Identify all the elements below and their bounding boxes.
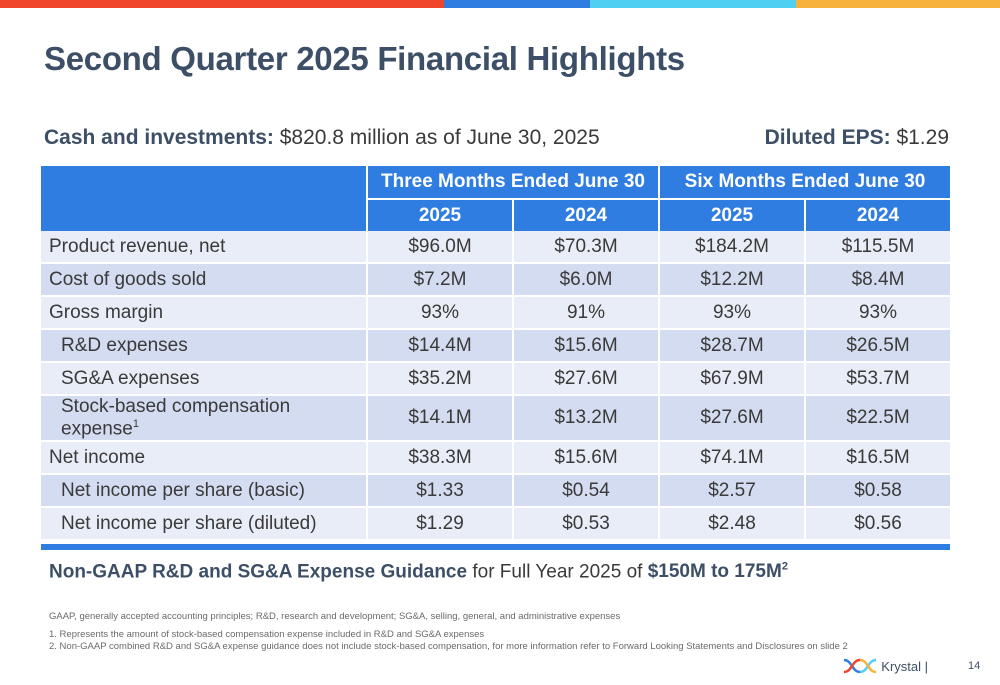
abbreviations-note: GAAP, generally accepted accounting prin… [49,611,621,622]
row-label: Product revenue, net [41,231,367,264]
guidance-title: Non-GAAP R&D and SG&A Expense Guidance [49,561,468,583]
footnote-2: 2. Non-GAAP combined R&D and SG&A expens… [49,641,848,652]
table-row: Gross margin 93% 91% 93% 93% [41,296,950,330]
row-label: R&D expenses [41,329,367,363]
financial-highlights-table: Three Months Ended June 30 Six Months En… [41,166,950,542]
row-label: Cost of goods sold [41,263,367,297]
row-label: Net income per share (basic) [41,474,367,509]
company-logo: Krystal | [843,657,928,675]
table-header-blank [41,166,367,231]
table-cell: $35.2M [366,362,513,396]
table-row: Net income per share (basic) $1.33 $0.54… [41,474,950,509]
footnote-marker: 2 [781,561,788,573]
top-bar-yellow-segment [796,0,1000,8]
header-six-months: Six Months Ended June 30 [658,166,950,200]
table-cell: $96.0M [366,231,513,264]
guidance-text: for Full Year 2025 of [467,561,648,583]
table-row: SG&A expenses $35.2M $27.6M $67.9M $53.7… [41,362,950,396]
top-bar-red-segment [0,0,444,8]
table-cell: $38.3M [366,441,513,476]
table-cell: $14.1M [366,395,513,443]
table-cell: $13.2M [512,395,659,443]
table-cell: $22.5M [804,395,950,443]
section-divider [41,544,950,550]
table-cell: $14.4M [366,329,513,363]
cash-label: Cash and investments: [44,126,274,149]
table-cell: $15.6M [512,441,659,476]
table-cell: $12.2M [658,263,805,297]
table-cell: $1.29 [366,507,513,542]
table-cell: $16.5M [804,441,950,476]
table-cell: $67.9M [658,362,805,396]
row-label: Net income [41,441,367,476]
table-cell: $27.6M [512,362,659,396]
table-row: Cost of goods sold $7.2M $6.0M $12.2M $8… [41,263,950,297]
header-year: 2025 [658,199,805,231]
table-cell: $8.4M [804,263,950,297]
guidance-value: $150M to 175M2 [647,561,788,583]
table-cell: 93% [804,296,950,330]
top-bar-cyan-segment [590,0,796,8]
table-cell: $1.33 [366,474,513,509]
table-cell: $28.7M [658,329,805,363]
header-year: 2024 [512,199,659,231]
row-label: Gross margin [41,296,367,330]
footnote-1: 1. Represents the amount of stock-based … [49,629,485,640]
table-cell: $2.48 [658,507,805,542]
top-color-bar [0,0,1000,8]
logo-text: Krystal | [881,658,928,674]
guidance-statement: Non-GAAP R&D and SG&A Expense Guidance f… [49,561,788,583]
logo-helix-icon [844,658,877,674]
table-cell: $26.5M [804,329,950,363]
table-cell: $15.6M [512,329,659,363]
header-year: 2025 [366,199,513,231]
header-year: 2024 [804,199,950,231]
table-cell: $115.5M [804,231,950,264]
table-cell: $0.56 [804,507,950,542]
table-cell: $7.2M [366,263,513,297]
table-cell: $70.3M [512,231,659,264]
top-bar-blue-segment [444,0,590,8]
table-cell: $0.54 [512,474,659,509]
table-row: Stock-based compensation expense1 $14.1M… [41,395,950,443]
table-row: Net income $38.3M $15.6M $74.1M $16.5M [41,441,950,476]
footnote-marker: 1 [132,418,139,430]
page-title: Second Quarter 2025 Financial Highlights [44,40,685,77]
table-cell: $6.0M [512,263,659,297]
eps-value: $1.29 [890,126,949,149]
table-cell: $53.7M [804,362,950,396]
table-cell: $2.57 [658,474,805,509]
eps-label: Diluted EPS: [764,126,891,149]
header-three-months: Three Months Ended June 30 [366,166,659,200]
cash-summary: Cash and investments: $820.8 million as … [44,126,600,150]
table-row: R&D expenses $14.4M $15.6M $28.7M $26.5M [41,329,950,363]
eps-summary: Diluted EPS: $1.29 [765,126,949,150]
table-row: Product revenue, net $96.0M $70.3M $184.… [41,231,950,264]
row-label: SG&A expenses [41,362,367,396]
table-cell: 93% [366,296,513,330]
cash-value: $820.8 million as of June 30, 2025 [273,126,600,149]
table-cell: $0.53 [512,507,659,542]
row-label: Net income per share (diluted) [41,507,367,542]
table-cell: 93% [658,296,805,330]
table-cell: $0.58 [804,474,950,509]
table-cell: $27.6M [658,395,805,443]
row-label: Stock-based compensation expense1 [41,395,367,443]
page-number: 14 [968,660,981,672]
table-cell: $184.2M [658,231,805,264]
table-cell: $74.1M [658,441,805,476]
table-cell: 91% [512,296,659,330]
table-row: Net income per share (diluted) $1.29 $0.… [41,507,950,542]
